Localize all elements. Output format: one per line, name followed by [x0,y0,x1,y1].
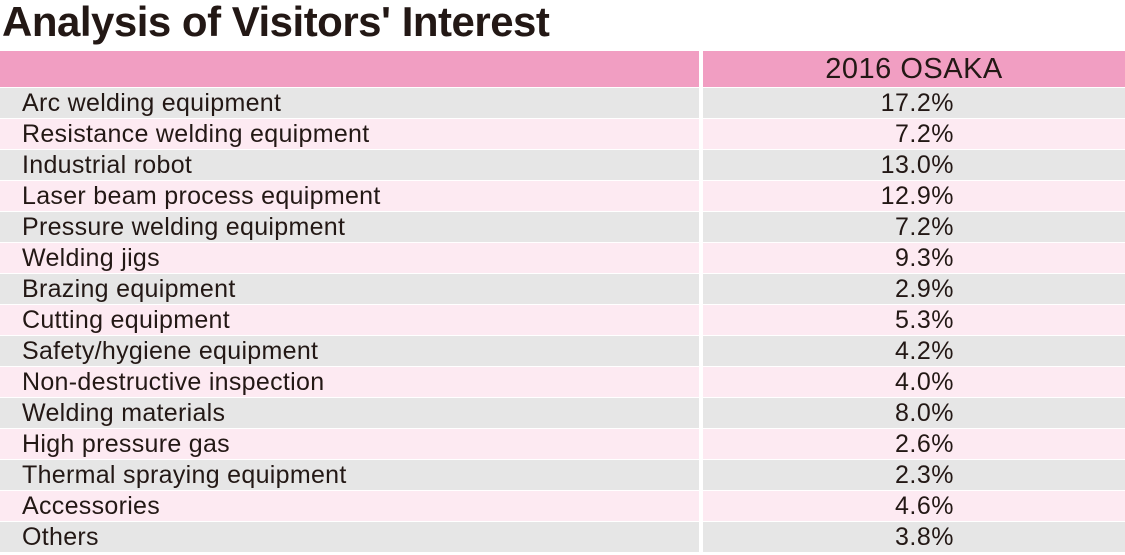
row-label: Arc welding equipment [0,88,699,118]
row-value: 4.2% [703,336,1125,366]
table-row: High pressure gas 2.6% [0,429,1125,460]
row-label: Brazing equipment [0,274,699,304]
table-row: Laser beam process equipment 12.9% [0,181,1125,212]
row-label: Pressure welding equipment [0,212,699,242]
row-value: 4.0% [703,367,1125,397]
row-label: Safety/hygiene equipment [0,336,699,366]
table-row: Pressure welding equipment 7.2% [0,212,1125,243]
table-row: Accessories 4.6% [0,491,1125,522]
row-value: 2.6% [703,429,1125,459]
table-row: Resistance welding equipment 7.2% [0,119,1125,150]
row-label: Welding materials [0,398,699,428]
table-header-row: 2016 OSAKA [0,51,1125,88]
row-label: Thermal spraying equipment [0,460,699,490]
header-label-cell [0,51,699,87]
row-value: 8.0% [703,398,1125,428]
table-row: Thermal spraying equipment 2.3% [0,460,1125,491]
table-row: Brazing equipment 2.9% [0,274,1125,305]
row-value: 5.3% [703,305,1125,335]
row-label: High pressure gas [0,429,699,459]
row-value: 2.3% [703,460,1125,490]
row-value: 9.3% [703,243,1125,273]
table-row: Non-destructive inspection 4.0% [0,367,1125,398]
row-label: Industrial robot [0,150,699,180]
table-row: Welding materials 8.0% [0,398,1125,429]
row-value: 7.2% [703,119,1125,149]
row-label: Non-destructive inspection [0,367,699,397]
row-value: 13.0% [703,150,1125,180]
row-value: 7.2% [703,212,1125,242]
column-header-2016-osaka: 2016 OSAKA [703,51,1125,87]
table-row: Industrial robot 13.0% [0,150,1125,181]
row-label: Accessories [0,491,699,521]
row-value: 2.9% [703,274,1125,304]
table-row: Arc welding equipment 17.2% [0,88,1125,119]
table-row: Others 3.8% [0,522,1125,553]
page-title: Analysis of Visitors' Interest [2,0,550,45]
row-label: Cutting equipment [0,305,699,335]
row-label: Resistance welding equipment [0,119,699,149]
row-label: Others [0,522,699,552]
visitor-interest-table: 2016 OSAKA Arc welding equipment 17.2% R… [0,51,1125,553]
table-row: Welding jigs 9.3% [0,243,1125,274]
row-label: Welding jigs [0,243,699,273]
table-row: Cutting equipment 5.3% [0,305,1125,336]
table-row: Safety/hygiene equipment 4.2% [0,336,1125,367]
row-label: Laser beam process equipment [0,181,699,211]
row-value: 17.2% [703,88,1125,118]
row-value: 12.9% [703,181,1125,211]
row-value: 3.8% [703,522,1125,552]
row-value: 4.6% [703,491,1125,521]
